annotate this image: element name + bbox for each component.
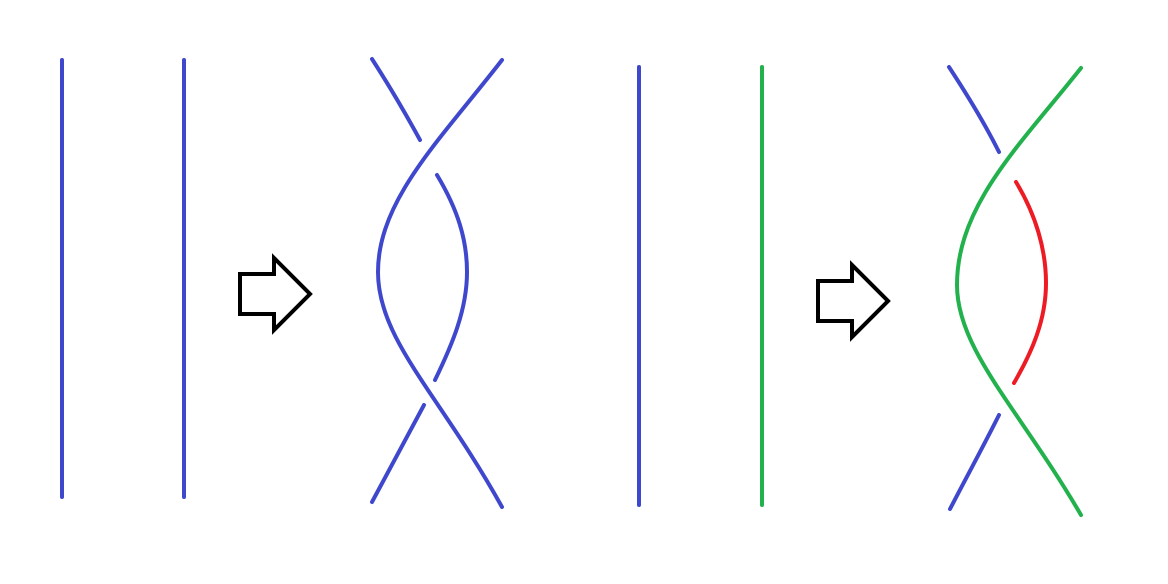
blue-strand-under-bottom [948,413,1001,511]
green-strand-over [954,66,1083,517]
panel-2-twisted-strands [370,57,504,509]
blue-strand-over-top [376,58,504,274]
blue-strand-under-top [370,57,422,142]
blue-strand-under-middle [433,173,470,382]
right-arrow-icon [816,260,891,342]
blue-strand-over-bottom [376,270,504,509]
blue-strand-under-bottom [370,403,426,504]
panel-1-parallel-strands [60,58,186,499]
panel-4-colored-twist [947,65,1083,517]
panel-3-colored-strands [637,65,764,507]
right-arrow-icon [238,253,313,335]
red-arc-middle [1012,180,1049,385]
blue-strand-under-top [947,65,1001,154]
